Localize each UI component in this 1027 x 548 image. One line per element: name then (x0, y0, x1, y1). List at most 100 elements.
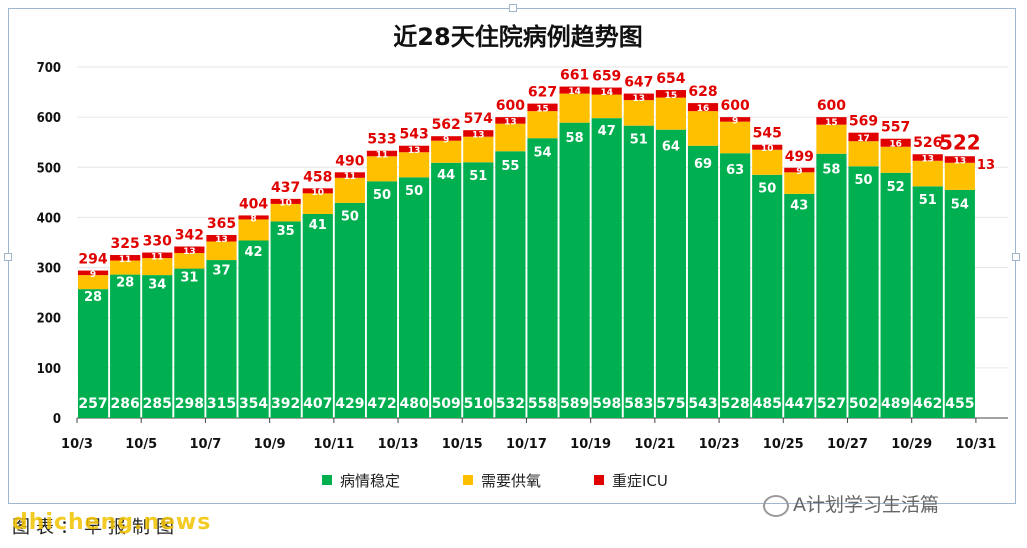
resize-handle-right[interactable] (1012, 253, 1020, 261)
data-label-stable: 575 (656, 396, 685, 412)
data-label-icu: 15 (825, 118, 838, 128)
data-label-icu: 9 (732, 116, 738, 126)
data-label-total: 647 (624, 75, 653, 91)
data-label-icu: 9 (90, 270, 96, 280)
bar-segment-oxygen (366, 156, 398, 182)
y-tick-label: 600 (37, 111, 61, 126)
bar-segment-oxygen (334, 177, 365, 203)
data-label-total: 627 (528, 85, 557, 101)
data-label-oxygen: 50 (341, 209, 359, 224)
bar-segment-oxygen (848, 141, 879, 167)
bar-segment-stable (463, 162, 494, 418)
bar-segment-stable (687, 145, 719, 418)
data-label-oxygen: 35 (277, 224, 295, 239)
bar-segment-oxygen (912, 160, 943, 187)
data-label-oxygen: 28 (84, 290, 102, 305)
data-label-icu-last: 13 (977, 158, 995, 173)
data-label-total: 600 (721, 98, 750, 114)
data-label-total: 294 (78, 252, 107, 268)
bar-segment-stable (784, 193, 815, 418)
data-label-icu: 8 (250, 214, 256, 224)
bar-segment-stable (366, 181, 398, 418)
data-label-total: 545 (753, 126, 782, 142)
bar-segment-icu (270, 198, 301, 204)
data-label-total: 543 (399, 127, 428, 143)
legend-swatch (463, 475, 473, 485)
data-label-icu: 9 (443, 135, 449, 145)
bar-segment-oxygen (655, 97, 687, 130)
y-tick-label: 0 (53, 412, 61, 427)
bar-segment-icu (848, 132, 879, 142)
x-tick-label: 10/5 (125, 437, 157, 452)
data-label-icu: 10 (279, 198, 292, 208)
bar-segment-oxygen (110, 260, 141, 275)
resize-handle-top[interactable] (509, 4, 517, 12)
bar-segment-stable (655, 129, 687, 418)
bar-segment-icu (495, 117, 526, 124)
data-label-stable: 532 (496, 396, 525, 412)
bar-segment-stable (302, 213, 333, 418)
data-label-stable: 407 (303, 396, 332, 412)
data-label-icu: 11 (119, 255, 132, 265)
x-tick-label: 10/27 (827, 437, 868, 452)
bar-segment-icu (912, 154, 943, 161)
data-label-icu: 13 (954, 157, 967, 167)
data-label-icu: 11 (344, 172, 357, 182)
bar-segment-icu (334, 172, 365, 178)
data-label-total: 533 (367, 132, 396, 148)
data-label-stable: 485 (753, 396, 782, 412)
legend-label: 重症ICU (612, 472, 668, 490)
bar-segment-stable (880, 172, 911, 418)
data-label-total: 661 (560, 68, 589, 84)
data-label-total: 600 (817, 98, 846, 114)
data-label-icu: 13 (921, 155, 934, 165)
x-tick-label: 10/13 (378, 437, 419, 452)
data-label-stable: 510 (464, 396, 493, 412)
data-label-icu: 17 (857, 134, 870, 144)
bar-segment-stable (238, 240, 269, 418)
data-label-total: 365 (207, 216, 236, 232)
bar-segment-icu (174, 246, 205, 254)
bar-segment-oxygen (77, 275, 109, 290)
bar-segment-stable (174, 268, 205, 418)
data-label-total: 499 (785, 149, 814, 165)
data-label-stable: 558 (528, 396, 557, 412)
data-label-oxygen: 50 (405, 184, 423, 199)
y-tick-label: 500 (37, 161, 61, 176)
bar-segment-oxygen (431, 140, 462, 163)
chart-frame[interactable] (4, 4, 1020, 504)
data-label-oxygen: 50 (758, 181, 776, 196)
data-label-stable: 502 (849, 396, 878, 412)
x-tick-label: 10/15 (442, 437, 483, 452)
bar-segment-oxygen (687, 111, 719, 146)
bar-segment-icu (591, 87, 622, 95)
legend-label: 需要供氧 (481, 472, 541, 490)
bar-segment-icu (527, 103, 558, 112)
bar-segment-oxygen (591, 94, 622, 119)
data-label-oxygen: 51 (630, 132, 648, 147)
legend-label: 病情稳定 (340, 472, 400, 490)
data-label-icu: 14 (600, 88, 613, 98)
source-credit: 图表：早报制图 (12, 517, 180, 538)
y-tick-label: 200 (37, 312, 61, 327)
resize-handle-left[interactable] (4, 253, 12, 261)
x-tick-label: 10/19 (570, 437, 611, 452)
data-label-oxygen: 41 (309, 218, 327, 233)
bar-segment-stable (720, 153, 751, 418)
data-label-oxygen: 34 (148, 278, 166, 293)
data-label-stable: 429 (335, 396, 364, 412)
data-label-oxygen: 51 (919, 193, 937, 208)
bar-segment-oxygen (623, 100, 654, 126)
data-label-icu: 15 (536, 104, 549, 114)
bar-segment-oxygen (527, 111, 558, 139)
bar-segment-stable (752, 174, 783, 418)
data-label-oxygen: 63 (726, 163, 744, 178)
data-label-total: 522 (939, 130, 981, 154)
bar-segment-icu (816, 117, 847, 125)
bar-segment-oxygen (463, 136, 494, 163)
data-label-oxygen: 58 (566, 131, 584, 146)
bar-segment-oxygen (784, 172, 815, 194)
x-tick-label: 10/9 (254, 437, 286, 452)
bar-segment-stable (559, 122, 590, 418)
